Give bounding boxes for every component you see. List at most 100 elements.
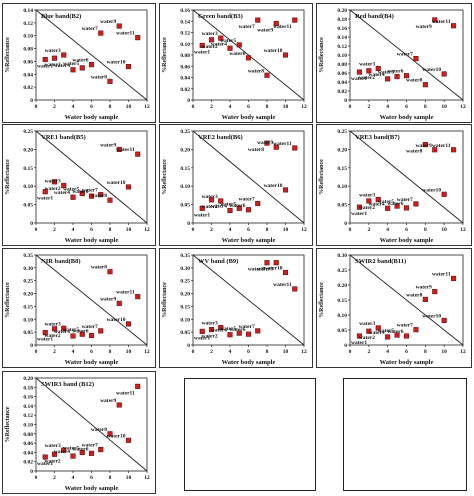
data-point <box>432 289 438 295</box>
point-label: water1 <box>37 196 53 202</box>
data-point <box>51 179 58 185</box>
chart-panel: 0 0.02 0.04 0.06 0.08 0.10 0.12 0.14 0 2 4 6 8 10 12 Bl… <box>2 3 156 123</box>
data-point <box>375 325 381 331</box>
point-label: water4 <box>54 190 70 196</box>
y-tick-label: 0.30 <box>337 253 347 259</box>
point-label: water11 <box>116 31 135 37</box>
point-label: water1 <box>194 212 210 218</box>
data-point <box>432 147 438 153</box>
x-tick-label: 2 <box>53 104 56 110</box>
data-point <box>236 42 242 48</box>
point-label: water5 <box>63 327 79 333</box>
data-point <box>61 447 67 453</box>
data-point <box>51 55 58 61</box>
point-label: water11 <box>116 390 135 396</box>
x-tick-label: 2 <box>53 227 56 233</box>
chart-panel: 0 0.05 0.10 0.15 0.20 0.25 0 2 4 6 8 10 12 VRE1 band(… <box>2 124 156 246</box>
diagonal-line <box>35 377 148 472</box>
point-label: water7 <box>82 26 98 32</box>
y-tick-label: 0.25 <box>180 279 190 285</box>
scatter-chart: 0 0.05 0.10 0.15 0.20 0.25 0.30 0 2 4 6 8 10 12 SWIR2 … <box>319 253 466 366</box>
point-label: water9 <box>416 24 432 30</box>
point-label: water4 <box>368 201 384 207</box>
point-label: water1 <box>37 461 53 467</box>
data-point <box>366 328 372 334</box>
x-tick-label: 2 <box>53 349 56 355</box>
point-label: water7 <box>82 324 98 330</box>
x-tick-label: 8 <box>424 104 427 110</box>
chart-title: NIR band(B8) <box>41 258 81 265</box>
point-label: water5 <box>63 445 79 451</box>
data-point <box>135 294 141 300</box>
y-tick-label: 0 <box>30 343 33 349</box>
point-label: water11 <box>432 271 451 277</box>
data-point <box>366 68 372 74</box>
point-label: water8 <box>91 193 107 199</box>
x-tick-label: 6 <box>90 227 93 233</box>
y-tick-label: 0.05 <box>23 203 33 209</box>
y-axis-label: %Reflectance <box>5 406 11 442</box>
x-tick-label: 2 <box>367 104 370 110</box>
point-label: water4 <box>368 330 384 336</box>
point-label: water11 <box>432 19 451 25</box>
x-tick-label: 10 <box>441 227 447 233</box>
data-point <box>292 145 298 151</box>
data-point <box>88 332 95 339</box>
data-point <box>413 56 419 62</box>
point-label: water2 <box>202 204 218 210</box>
y-tick-label: 0.05 <box>23 330 33 336</box>
data-point <box>264 72 270 78</box>
data-point <box>236 205 242 211</box>
point-label: water9 <box>257 28 273 34</box>
point-label: water4 <box>211 41 227 47</box>
diagonal-line <box>349 9 464 101</box>
data-point <box>61 182 67 189</box>
point-label: water7 <box>239 24 255 30</box>
data-point <box>245 331 252 337</box>
y-tick-label: 0 <box>187 343 190 349</box>
data-point <box>135 383 141 389</box>
data-point <box>441 71 447 77</box>
x-axis-label: Water body sample <box>65 359 119 366</box>
y-tick-label: 0.02 <box>23 460 33 466</box>
x-tick-label: 2 <box>367 349 370 355</box>
data-point <box>441 191 447 197</box>
x-tick-label: 2 <box>210 104 213 110</box>
point-label: water8 <box>91 74 107 80</box>
data-point <box>282 269 289 276</box>
data-point <box>422 142 428 148</box>
point-label: water1 <box>194 49 210 55</box>
data-point <box>88 193 95 199</box>
point-label: water1 <box>37 337 53 343</box>
y-tick-label: 0 <box>187 98 190 104</box>
data-point <box>292 17 298 23</box>
x-tick-label: 8 <box>109 227 112 233</box>
chart-title: VRE2 band(B6) <box>198 134 243 141</box>
y-tick-label: 0.10 <box>23 184 33 190</box>
data-point <box>51 326 58 332</box>
y-axis-label: %Reflectance <box>5 159 11 195</box>
data-point <box>255 328 261 334</box>
y-tick-label: 0.10 <box>180 317 190 323</box>
x-tick-label: 12 <box>301 349 307 355</box>
x-tick-label: 10 <box>283 104 289 110</box>
data-point <box>70 333 76 339</box>
y-tick-label: 0.16 <box>337 26 347 32</box>
point-label: water5 <box>220 201 236 207</box>
data-point <box>79 331 85 337</box>
point-label: water10 <box>422 67 441 73</box>
y-tick-label: 0.10 <box>337 184 347 190</box>
x-axis-label: Water body sample <box>65 237 119 244</box>
point-label: water8 <box>91 265 107 271</box>
data-point <box>356 333 362 339</box>
data-point <box>199 205 205 211</box>
x-tick-label: 12 <box>144 349 150 355</box>
diagonal-line <box>349 130 464 224</box>
x-tick-label: 8 <box>266 227 269 233</box>
point-label: water1 <box>351 211 367 217</box>
y-tick-label: 0 <box>30 98 33 104</box>
point-label: water9 <box>100 142 116 148</box>
x-axis-label: Water body sample <box>65 485 119 492</box>
y-tick-label: 0.04 <box>180 76 190 82</box>
